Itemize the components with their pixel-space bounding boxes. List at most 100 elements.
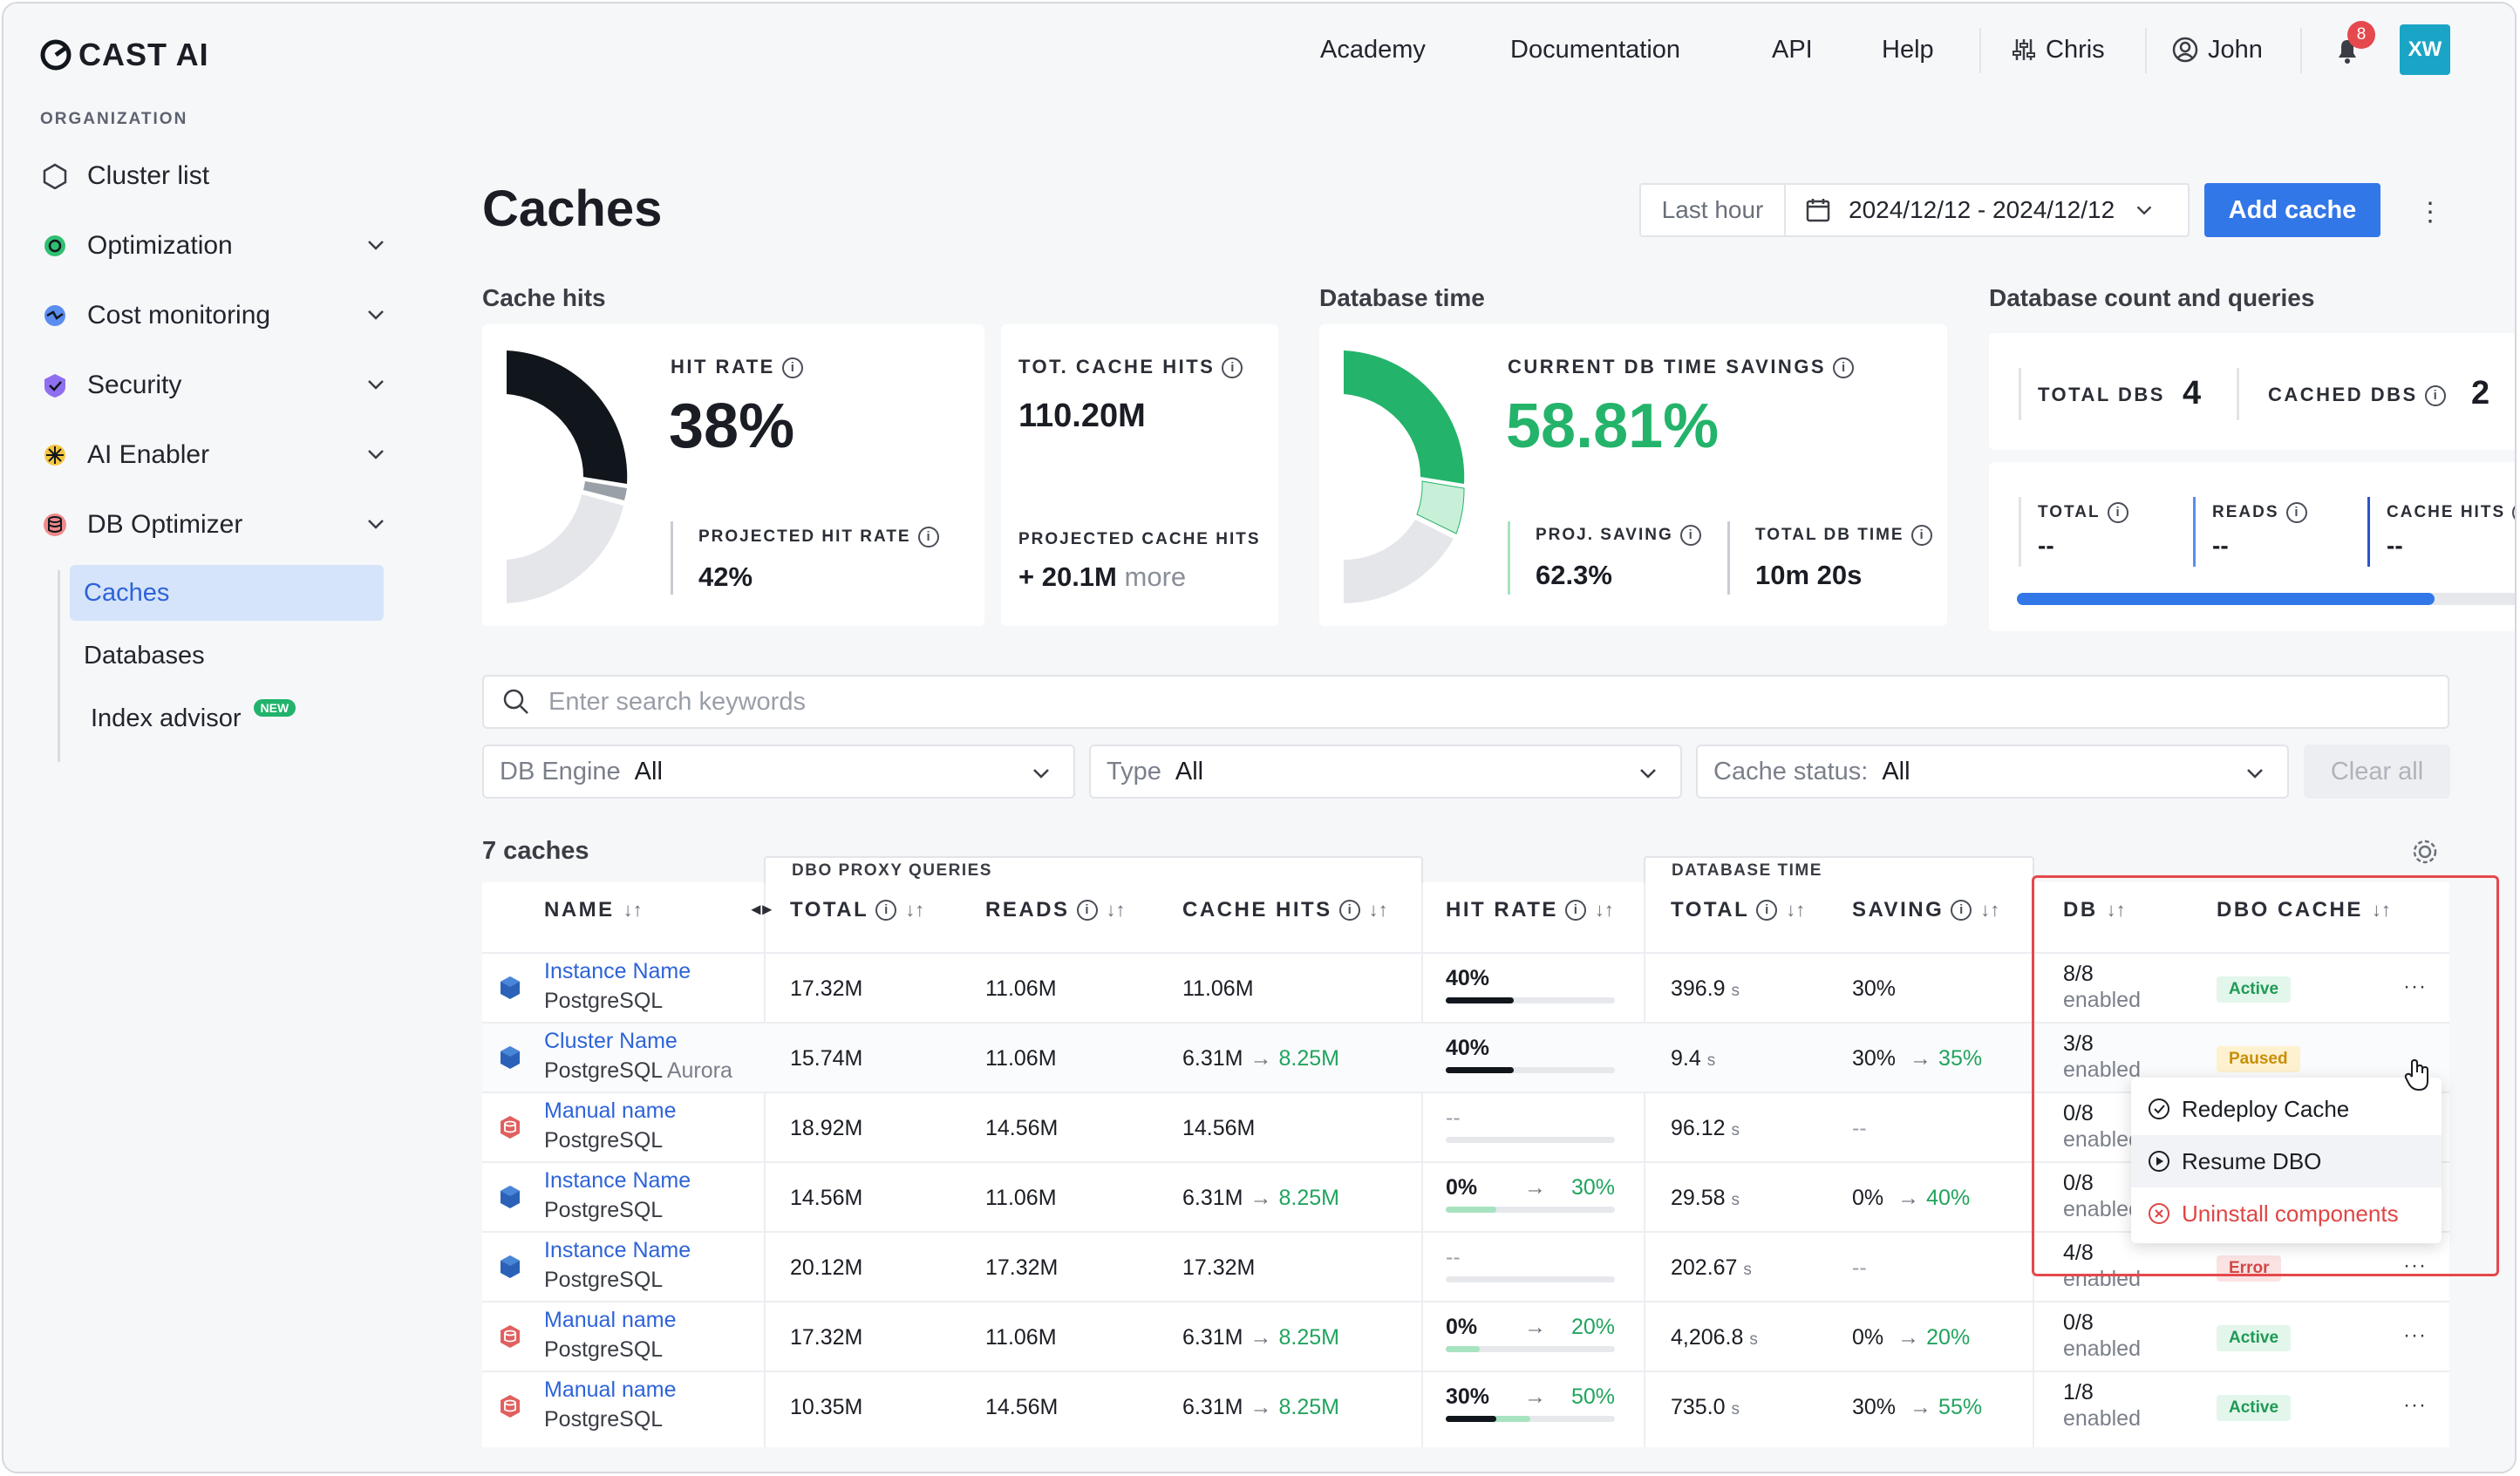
db-time-unit: s [1749, 1330, 1758, 1349]
sort-icon[interactable]: ↓↑ [1980, 899, 2000, 921]
saving-value: 30% [1852, 1395, 1897, 1419]
user-menu[interactable]: John [2171, 30, 2263, 70]
info-icon[interactable]: i [1564, 900, 1586, 921]
sidebar-item-ai-enabler[interactable]: AI Enabler [40, 429, 389, 481]
section-database-count: Database count and queries [1989, 284, 2315, 311]
cache-name-link[interactable]: Cluster Name [544, 1029, 678, 1053]
cache-engine: PostgreSQL Aurora [544, 1058, 732, 1084]
info-icon[interactable]: i [1756, 900, 1778, 921]
date-range-value: 2024/12/12 - 2024/12/12 [1849, 196, 2115, 223]
info-icon[interactable]: i [1910, 525, 1932, 546]
clear-all-button[interactable]: Clear all [2304, 745, 2450, 799]
table-row[interactable] [482, 1022, 2449, 1092]
settings-gear-icon[interactable] [2410, 837, 2440, 867]
cache-hits-value: 6.31M [1182, 1325, 1243, 1350]
cache-name-link[interactable]: Manual name [544, 1308, 677, 1332]
resize-handle-icon[interactable]: ◂▸ [752, 900, 774, 919]
sidebar: CAST AI ORGANIZATION Cluster list Optimi… [3, 3, 412, 1472]
sidebar-item-cost-monitoring[interactable]: Cost monitoring [40, 289, 389, 342]
info-icon[interactable]: i [1951, 900, 1972, 921]
col-reads[interactable]: READS i ↓↑ [985, 898, 1126, 922]
nav-documentation[interactable]: Documentation [1510, 35, 1681, 64]
more-options-icon[interactable]: ⋮ [2417, 198, 2443, 227]
queries-reads-value: -- [2212, 532, 2229, 559]
nav-help[interactable]: Help [1882, 35, 1934, 64]
search-input[interactable]: Enter search keywords [482, 675, 2449, 729]
info-icon[interactable]: i [875, 900, 897, 921]
col-cache-hits[interactable]: CACHE HITS i ↓↑ [1182, 898, 1388, 922]
chevron-down-icon[interactable] [363, 371, 389, 398]
sidebar-subitem-caches[interactable]: Caches [70, 565, 384, 621]
sort-icon[interactable]: ↓↑ [1368, 899, 1388, 921]
sidebar-item-cluster-list[interactable]: Cluster list [40, 150, 389, 202]
cache-name-link[interactable]: Manual name [544, 1377, 677, 1402]
info-icon[interactable]: i [2424, 385, 2446, 407]
cache-name-link[interactable]: Instance Name [544, 1238, 691, 1262]
table-row[interactable] [482, 1161, 2449, 1231]
sort-icon[interactable]: ↓↑ [1786, 899, 1806, 921]
sort-icon[interactable]: ↓↑ [2106, 899, 2126, 921]
menu-item-redeploy-cache[interactable]: Redeploy Cache [2131, 1083, 2442, 1135]
db-engine-select[interactable]: DB Engine All [482, 745, 1075, 799]
row-more-icon[interactable]: ··· [2403, 1393, 2427, 1417]
info-icon[interactable]: i [2107, 502, 2128, 523]
avatar[interactable]: XW [2400, 24, 2450, 75]
menu-item-uninstall-components[interactable]: Uninstall components [2131, 1187, 2442, 1240]
last-hour-button[interactable]: Last hour [1639, 183, 1786, 237]
row-more-icon[interactable]: ··· [2403, 1254, 2427, 1277]
cache-status-select[interactable]: Cache status: All [1696, 745, 2289, 799]
col-dbo-cache[interactable]: DBO CACHE ↓↑ [2217, 898, 2391, 922]
sort-icon[interactable]: ↓↑ [905, 899, 925, 921]
col-saving[interactable]: SAVING i ↓↑ [1852, 898, 2000, 922]
info-icon[interactable]: i [1338, 900, 1360, 921]
db-count-sub: enabled [2063, 1267, 2141, 1291]
logo[interactable]: CAST AI [38, 37, 209, 73]
table-row[interactable] [482, 1092, 2449, 1161]
db-time-total: 735.0 s [1671, 1395, 1740, 1420]
info-icon[interactable]: i [2285, 502, 2307, 523]
chevron-down-icon[interactable] [363, 441, 389, 467]
cache-name-link[interactable]: Manual name [544, 1098, 677, 1123]
add-cache-button[interactable]: Add cache [2204, 183, 2380, 237]
info-icon[interactable]: i [917, 527, 939, 548]
type-select[interactable]: Type All [1089, 745, 1682, 799]
info-icon[interactable]: i [1833, 357, 1855, 379]
nav-api[interactable]: API [1772, 35, 1813, 64]
table-row[interactable] [482, 1371, 2449, 1440]
info-icon[interactable]: i [1222, 357, 1243, 379]
date-range-picker[interactable]: 2024/12/12 - 2024/12/12 [1784, 183, 2190, 237]
sort-icon[interactable]: ↓↑ [623, 899, 643, 921]
info-icon[interactable]: i [2512, 502, 2515, 523]
chevron-down-icon[interactable] [363, 302, 389, 328]
cache-name-link[interactable]: Instance Name [544, 959, 691, 983]
col-db-total[interactable]: TOTAL i ↓↑ [1671, 898, 1806, 922]
sort-icon[interactable]: ↓↑ [1594, 899, 1614, 921]
sidebar-item-security[interactable]: Security [40, 359, 389, 412]
cache-name-link[interactable]: Instance Name [544, 1168, 691, 1193]
db-enabled-count: 1/8 enabled [2063, 1379, 2141, 1432]
db-count: 4/8 [2063, 1241, 2094, 1265]
nav-academy[interactable]: Academy [1320, 35, 1426, 64]
table-row[interactable] [482, 1301, 2449, 1371]
sidebar-item-db-optimizer[interactable]: DB Optimizer [40, 499, 389, 551]
info-icon[interactable]: i [1679, 525, 1701, 546]
row-more-icon[interactable]: ··· [2403, 975, 2427, 998]
table-row[interactable] [482, 952, 2449, 1022]
col-total[interactable]: TOTAL i ↓↑ [790, 898, 925, 922]
chevron-down-icon[interactable] [363, 232, 389, 258]
menu-item-resume-dbo[interactable]: Resume DBO [2131, 1135, 2442, 1187]
info-icon[interactable]: i [1076, 900, 1098, 921]
col-hit-rate[interactable]: HIT RATE i ↓↑ [1446, 898, 1614, 922]
info-icon[interactable]: i [781, 357, 803, 379]
chevron-up-icon[interactable] [363, 511, 389, 537]
col-name[interactable]: NAME ↓↑ [544, 898, 643, 922]
sidebar-subitem-databases[interactable]: Databases [70, 628, 384, 684]
org-switcher[interactable]: Chris [2011, 30, 2105, 70]
row-more-icon[interactable]: ··· [2403, 1323, 2427, 1347]
table-row[interactable] [482, 1231, 2449, 1301]
sort-icon[interactable]: ↓↑ [1106, 899, 1126, 921]
sidebar-subitem-index-advisor[interactable]: Index advisor NEW [70, 690, 384, 746]
sort-icon[interactable]: ↓↑ [2371, 899, 2391, 921]
sidebar-item-optimization[interactable]: Optimization [40, 220, 389, 272]
col-db[interactable]: DB ↓↑ [2063, 898, 2126, 922]
